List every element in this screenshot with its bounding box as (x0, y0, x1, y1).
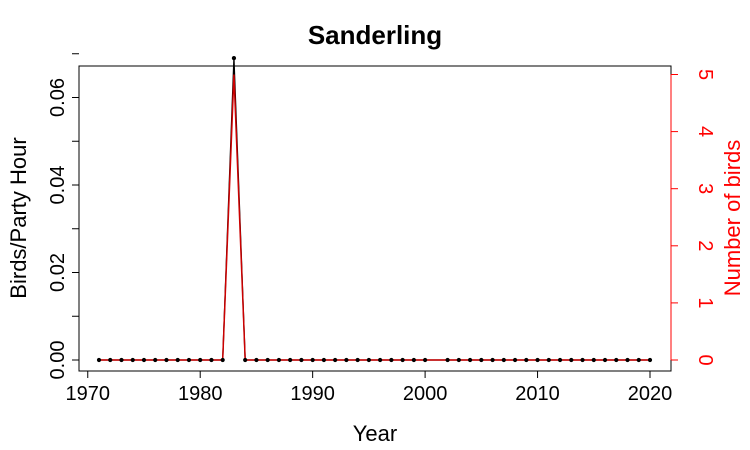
data-point (524, 357, 529, 363)
data-point (355, 357, 360, 363)
data-point (366, 357, 371, 363)
data-point (198, 357, 203, 363)
data-point (310, 357, 315, 363)
data-point (535, 357, 540, 363)
data-point (569, 357, 574, 363)
data-point (647, 357, 653, 363)
y-left-tick-label: 0.02 (47, 253, 69, 292)
data-point (333, 357, 338, 363)
data-point (423, 357, 428, 363)
x-tick-label: 2010 (515, 383, 560, 405)
data-point (400, 357, 405, 363)
data-point (614, 357, 619, 363)
x-tick-label: 1980 (178, 383, 223, 405)
chart-title: Sanderling (308, 20, 442, 50)
data-point (625, 357, 630, 363)
y-right-tick-label: 2 (694, 240, 716, 251)
data-point (141, 357, 147, 363)
data-point (591, 357, 596, 363)
data-point (254, 357, 259, 363)
series-line-number-of-birds (99, 74, 650, 361)
y-left-tick-label: 0.00 (47, 341, 69, 380)
data-point (636, 357, 641, 363)
data-point (467, 357, 473, 363)
data-point (602, 357, 608, 363)
data-point (411, 357, 416, 363)
data-point (175, 357, 180, 363)
x-tick-label: 1970 (66, 383, 111, 405)
data-point (479, 357, 484, 363)
data-point (164, 357, 169, 363)
x-tick-label: 2020 (628, 383, 673, 405)
x-axis-label: Year (353, 421, 397, 446)
x-tick-label: 2000 (403, 383, 448, 405)
data-point (580, 357, 585, 363)
y-right-tick-label: 1 (694, 297, 716, 308)
data-point (299, 357, 304, 363)
data-point (130, 357, 135, 363)
y-axis-label-left: Birds/Party Hour (6, 137, 31, 298)
data-point (445, 357, 450, 363)
y-axis-label-right: Number of birds (720, 140, 745, 297)
data-point (378, 357, 383, 363)
data-point (108, 357, 113, 363)
data-point (243, 357, 248, 363)
y-right-tick-label: 3 (694, 183, 716, 194)
y-left-tick-label: 0.06 (47, 78, 69, 117)
data-point (456, 357, 461, 363)
data-point (512, 357, 518, 363)
x-tick-label: 1990 (290, 383, 335, 405)
data-point (96, 357, 102, 363)
y-right-tick-label: 5 (694, 69, 716, 80)
data-point (119, 357, 124, 363)
data-point (557, 357, 563, 363)
data-point (288, 357, 293, 363)
y-right-tick-label: 4 (694, 126, 716, 137)
data-point (490, 357, 495, 363)
data-point (231, 56, 237, 61)
data-point (276, 357, 282, 363)
data-point (389, 357, 394, 363)
plot-frame (78, 65, 672, 372)
data-point (265, 357, 270, 363)
data-point (344, 357, 349, 363)
data-point (501, 357, 506, 363)
data-point (321, 357, 326, 363)
data-point (153, 357, 158, 363)
data-point (220, 357, 225, 363)
y-right-tick-label: 0 (694, 354, 716, 365)
data-point (209, 357, 214, 363)
data-point (186, 357, 192, 363)
y-left-tick-label: 0.04 (47, 166, 69, 205)
data-point (546, 357, 551, 363)
series-line-birds-per-party-hour (99, 58, 650, 361)
